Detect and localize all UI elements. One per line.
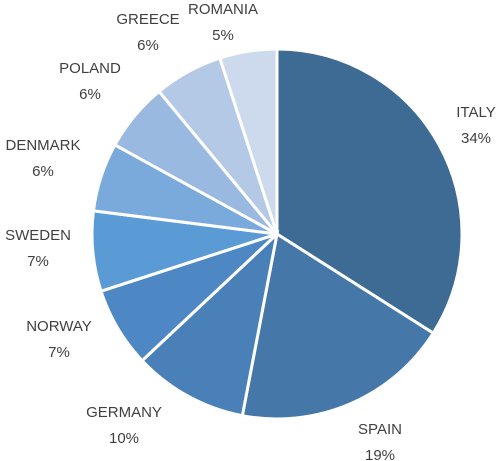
slice-label: SWEDEN [5,227,71,244]
value-label: 6% [32,163,54,180]
slice-label: ROMANIA [188,1,258,18]
slice-label: NORWAY [26,318,92,335]
value-label: 5% [212,27,234,44]
pie-slice [217,47,279,235]
slice-label: POLAND [59,60,121,77]
pie-slice [240,231,436,421]
value-label: 6% [79,86,101,103]
pie-slice [140,229,280,418]
value-label: 19% [365,447,395,461]
slice-label: GREECE [116,11,179,28]
slice-label: GERMANY [86,404,162,421]
slice-label: DENMARK [5,137,80,154]
value-label: 10% [109,430,139,447]
value-label: 7% [48,344,70,361]
slice-label: ITALY [456,104,495,121]
slice-label: SPAIN [358,421,402,438]
value-label: 34% [461,130,491,147]
value-label: 6% [137,37,159,54]
value-label: 7% [27,253,49,270]
